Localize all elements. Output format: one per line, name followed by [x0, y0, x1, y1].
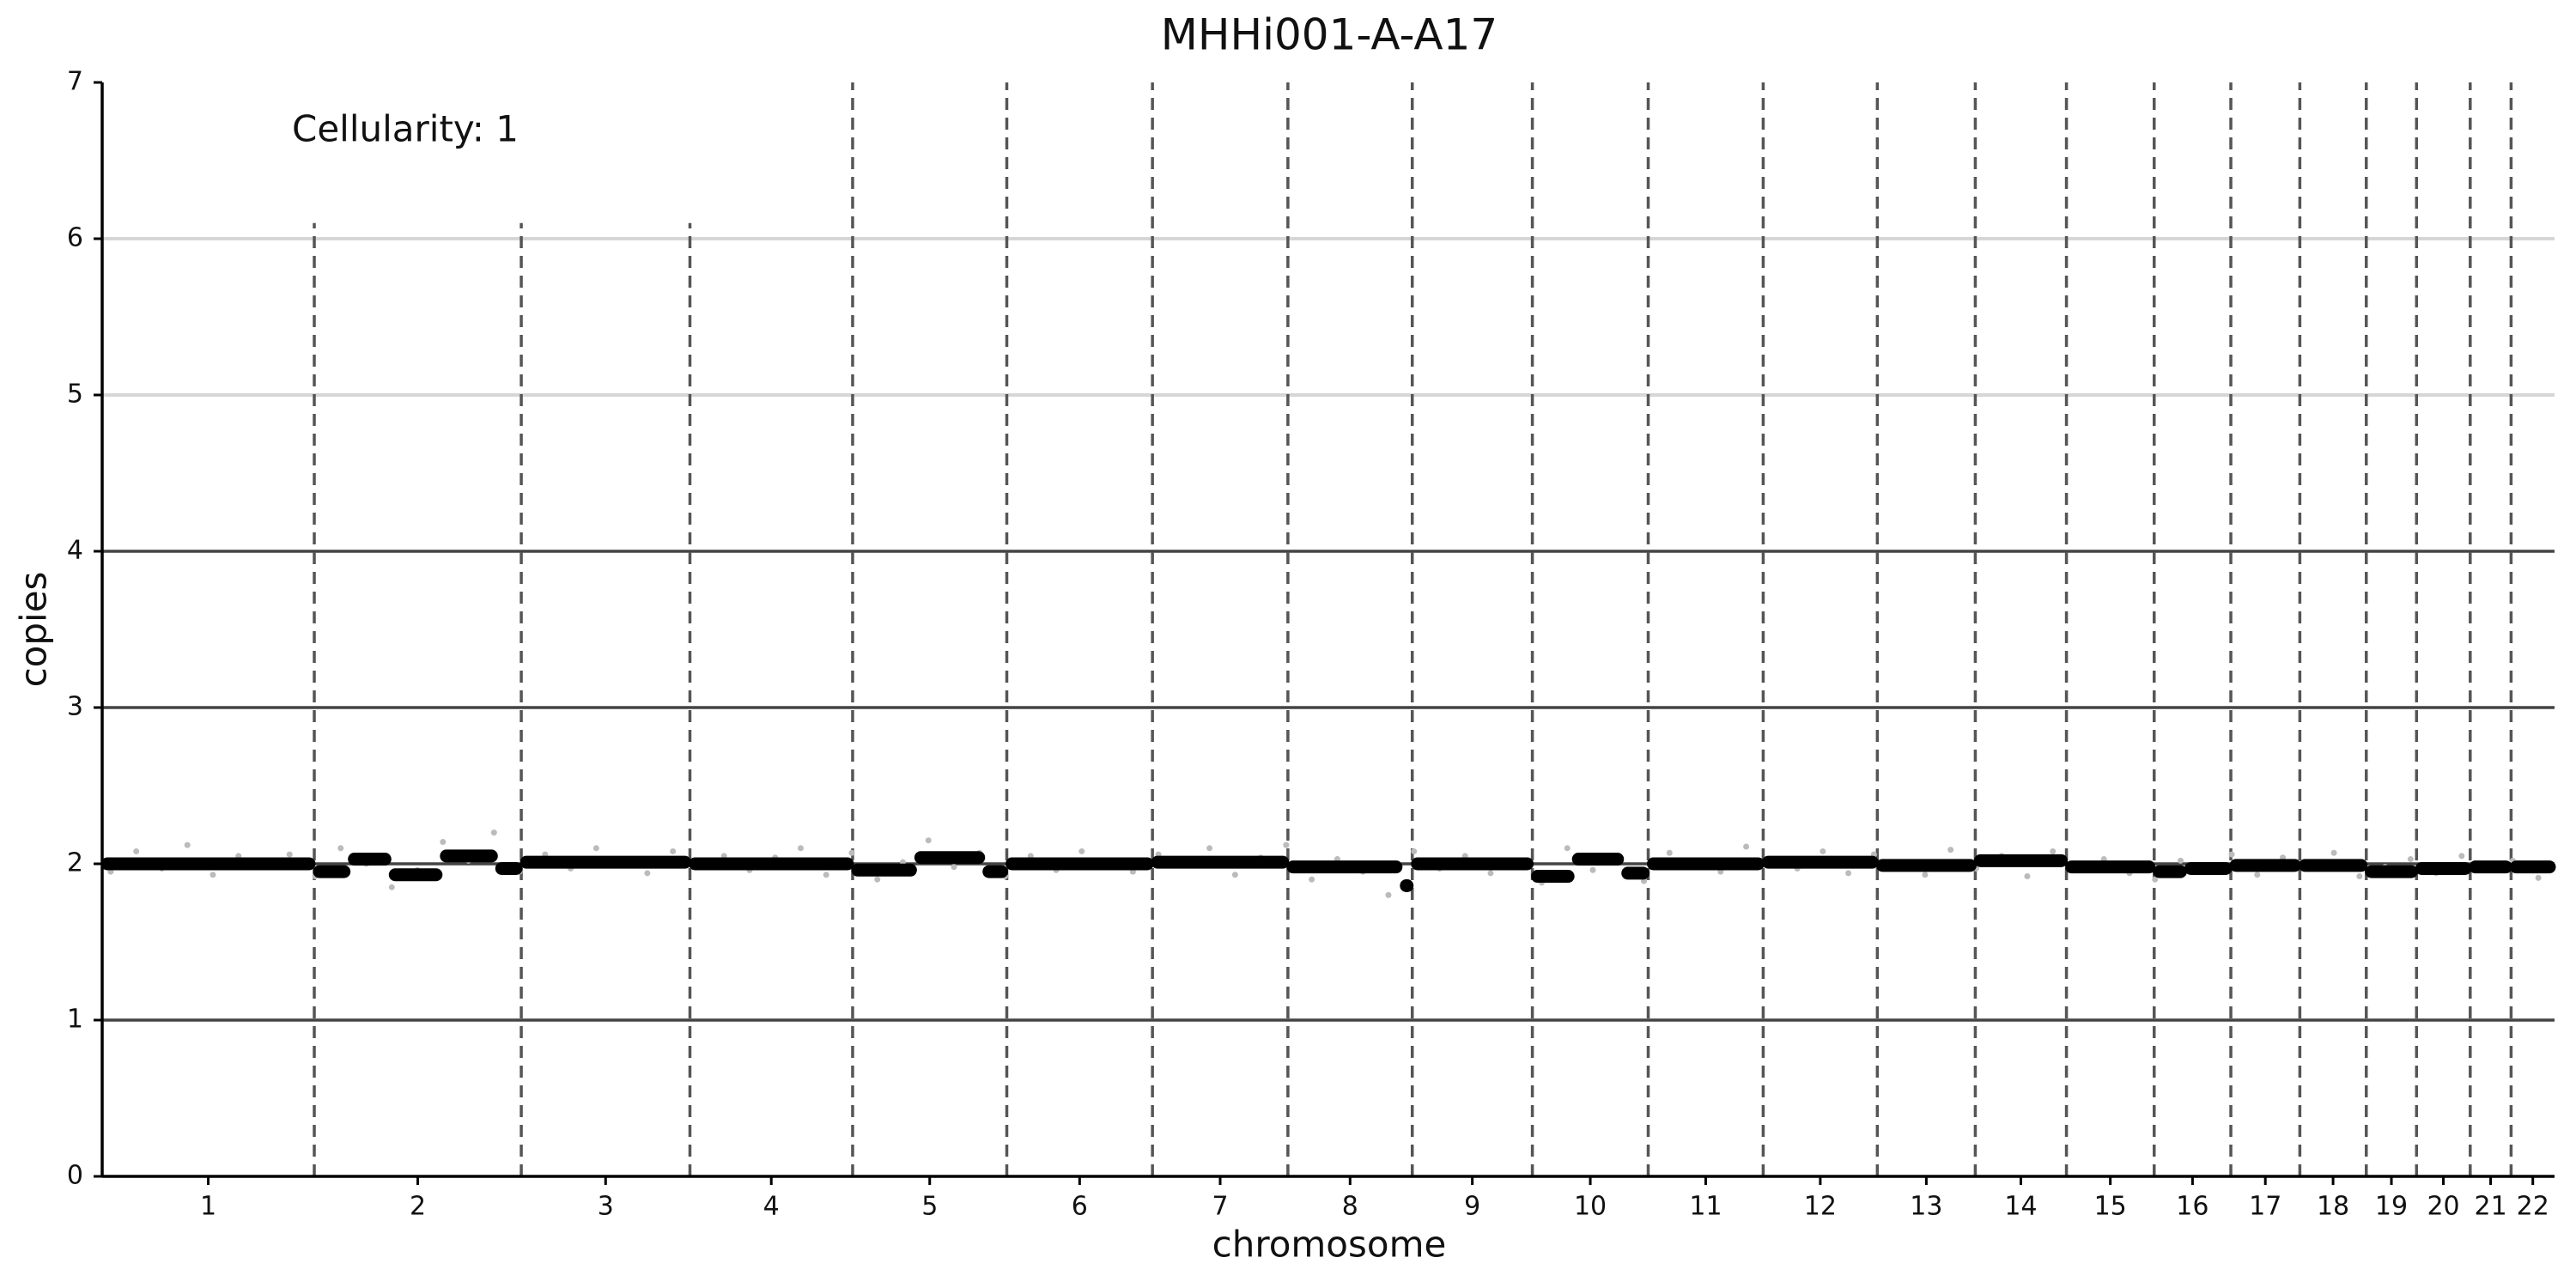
x-tick-label: 5 — [921, 1192, 938, 1222]
x-tick-label: 10 — [1574, 1192, 1607, 1222]
x-tick-label: 15 — [2094, 1192, 2127, 1222]
y-tick-label: 6 — [67, 223, 83, 253]
data-point — [286, 851, 293, 858]
annotation: Cellularity: 1 — [292, 108, 519, 150]
y-tick-label: 7 — [67, 67, 83, 97]
data-point — [1487, 870, 1494, 877]
x-tick-label: 17 — [2249, 1192, 2281, 1222]
x-tick-label: 6 — [1072, 1192, 1088, 1222]
data-point — [1820, 848, 1826, 854]
x-tick-label: 7 — [1212, 1192, 1228, 1222]
x-tick-label: 13 — [1910, 1192, 1942, 1222]
y-tick-label: 3 — [67, 692, 83, 722]
data-point — [388, 884, 395, 890]
data-point — [925, 837, 932, 844]
data-point — [1743, 843, 1750, 850]
data-point — [644, 870, 651, 877]
x-tick-label: 8 — [1342, 1192, 1358, 1222]
data-point — [1385, 891, 1392, 898]
data-point — [592, 845, 599, 852]
x-tick-label: 2 — [410, 1192, 426, 1222]
data-point — [2356, 873, 2363, 880]
data-point — [2024, 873, 2031, 880]
y-tick-label: 1 — [67, 1005, 83, 1035]
data-point — [133, 848, 140, 854]
x-tick-label: 22 — [2517, 1192, 2549, 1222]
data-point — [1589, 866, 1596, 873]
x-tick-label: 9 — [1464, 1192, 1480, 1222]
data-point — [2050, 848, 2057, 854]
data-point — [951, 864, 957, 871]
data-point — [2330, 849, 2337, 856]
data-point — [1845, 870, 1852, 877]
data-point — [670, 848, 677, 854]
data-point — [2152, 876, 2159, 883]
data-point — [337, 845, 344, 852]
x-tick-label: 16 — [2176, 1192, 2208, 1222]
data-point — [210, 872, 216, 878]
y-tick-label: 4 — [67, 536, 83, 566]
x-tick-label: 14 — [2004, 1192, 2037, 1222]
x-tick-label: 4 — [763, 1192, 780, 1222]
data-point — [848, 849, 855, 856]
x-tick-label: 21 — [2475, 1192, 2507, 1222]
data-point — [823, 872, 829, 878]
data-point — [874, 876, 881, 883]
y-tick-label: 5 — [67, 380, 83, 410]
x-tick-label: 18 — [2317, 1192, 2349, 1222]
data-point — [1922, 872, 1929, 878]
data-point — [2535, 874, 2542, 881]
data-point — [797, 845, 804, 852]
data-point — [2407, 856, 2414, 863]
data-point — [2458, 853, 2465, 860]
data-point — [1231, 872, 1238, 878]
data-point — [184, 841, 191, 848]
data-point — [490, 829, 497, 836]
x-tick-label: 1 — [200, 1192, 216, 1222]
data-point — [1309, 876, 1315, 883]
x-axis-label: chromosome — [1212, 1224, 1447, 1266]
data-point — [1283, 841, 1290, 848]
data-point — [1564, 845, 1571, 852]
data-point — [1666, 849, 1673, 856]
data-point — [2254, 872, 2261, 878]
x-tick-label: 19 — [2375, 1192, 2408, 1222]
data-point — [2228, 851, 2235, 858]
data-point — [2178, 857, 2184, 864]
data-point — [1411, 848, 1418, 854]
data-point — [1078, 848, 1085, 854]
data-point — [440, 839, 447, 846]
chart-title: MHHi001-A-A17 — [1161, 10, 1498, 60]
data-point — [1206, 845, 1213, 852]
y-tick-label: 0 — [67, 1161, 83, 1191]
x-tick-label: 3 — [598, 1192, 614, 1222]
x-tick-label: 12 — [1804, 1192, 1837, 1222]
data-point — [1947, 847, 1954, 854]
y-tick-label: 2 — [67, 848, 83, 878]
y-axis-label: copies — [13, 572, 55, 688]
x-tick-label: 20 — [2427, 1192, 2459, 1222]
x-tick-label: 11 — [1689, 1192, 1722, 1222]
